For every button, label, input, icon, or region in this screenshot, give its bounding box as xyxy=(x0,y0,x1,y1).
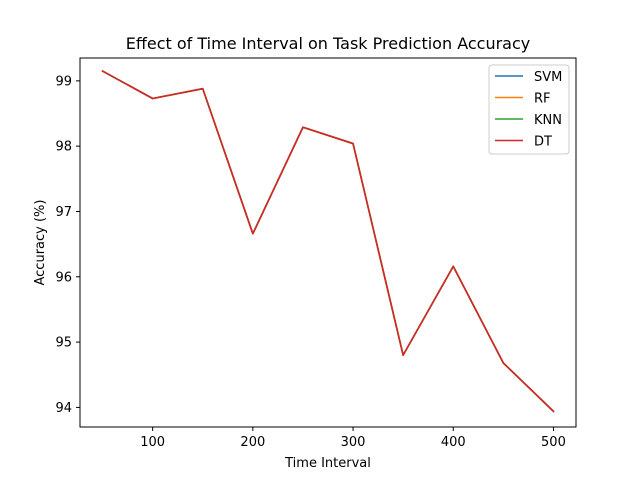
x-tick-label: 400 xyxy=(441,435,466,450)
axis-ticks: 100 200 300 400 500 94 95 96 97 98 99 xyxy=(55,74,565,450)
y-tick-label: 97 xyxy=(55,205,72,220)
y-tick-label: 99 xyxy=(55,74,72,89)
chart-title: Effect of Time Interval on Task Predicti… xyxy=(126,34,531,53)
series-line-svm xyxy=(101,69,555,413)
x-axis-label: Time Interval xyxy=(284,456,371,471)
legend-label-svm: SVM xyxy=(534,70,562,85)
legend-label-dt: DT xyxy=(534,135,552,150)
y-tick-label: 96 xyxy=(55,270,72,285)
series-line-dt xyxy=(101,69,555,413)
x-tick-label: 300 xyxy=(341,435,366,450)
legend-box xyxy=(488,64,570,155)
legend-label-rf: RF xyxy=(534,92,551,107)
series-layer xyxy=(101,69,555,413)
plot-frame xyxy=(79,57,577,428)
y-tick-label: 95 xyxy=(55,336,72,351)
y-axis-label: Accuracy (%) xyxy=(33,200,48,286)
series-line-knn xyxy=(101,69,555,413)
x-tick-label: 100 xyxy=(140,435,165,450)
x-tick-label: 200 xyxy=(240,435,265,450)
legend: SVM RF KNN DT xyxy=(488,64,570,155)
y-tick-label: 98 xyxy=(55,140,72,155)
y-tick-label: 94 xyxy=(55,401,72,416)
legend-label-knn: KNN xyxy=(534,113,562,128)
series-line-rf xyxy=(101,69,555,413)
x-tick-label: 500 xyxy=(541,435,566,450)
